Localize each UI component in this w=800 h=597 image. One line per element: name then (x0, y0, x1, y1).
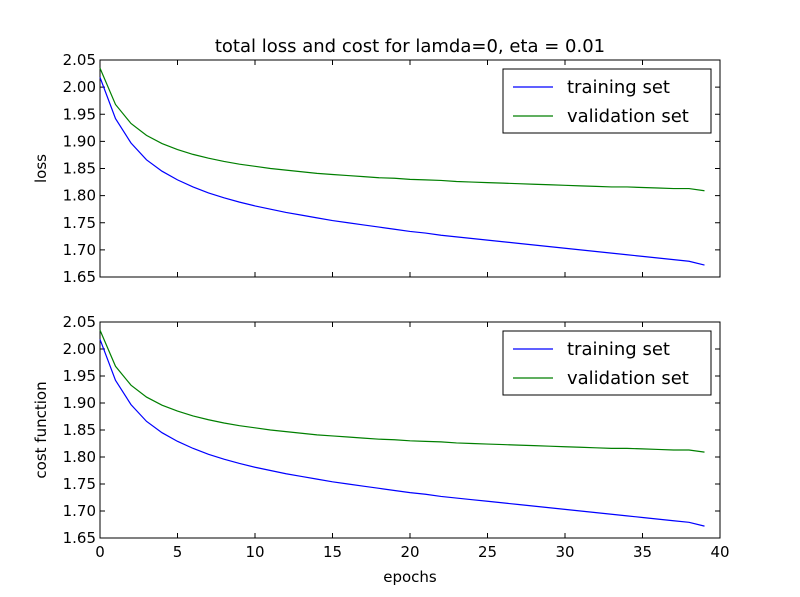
y-tick-label: 1.95 (63, 367, 96, 385)
series-line-training-set (99, 339, 705, 527)
y-tick-label: 1.75 (63, 214, 96, 232)
y-axis-label: loss (32, 154, 50, 183)
y-tick-label: 1.70 (63, 241, 96, 259)
legend-label: validation set (567, 368, 689, 389)
legend-label: training set (567, 339, 670, 360)
y-tick-label: 1.95 (63, 105, 96, 123)
legend-box (502, 330, 712, 396)
y-tick-label: 1.65 (63, 529, 96, 547)
x-tick-label: 30 (555, 543, 574, 561)
y-tick-label: 2.05 (63, 51, 96, 69)
y-tick-label: 1.80 (63, 448, 96, 466)
series-line-validation-set (99, 329, 705, 453)
y-tick-label: 2.00 (63, 78, 96, 96)
y-tick-label: 1.80 (63, 187, 96, 205)
x-tick-label: 40 (710, 543, 729, 561)
cost-function-subplot: 2.05 2.00 1.95 1.90 1.85 1.80 1.75 1.70 1.650 5 10… (32, 313, 730, 586)
x-tick-label: 25 (478, 543, 497, 561)
x-tick-label: 10 (245, 543, 264, 561)
x-axis-label: epochs (383, 568, 437, 586)
x-tick-label: 20 (400, 543, 419, 561)
x-tick-label: 15 (323, 543, 342, 561)
series-line-validation-set (99, 67, 705, 192)
y-tick-label: 1.90 (63, 132, 96, 150)
y-tick-label: 1.85 (63, 160, 96, 178)
legend: training set validation set (502, 68, 712, 134)
series-line-training-set (99, 77, 705, 266)
y-tick-label: 1.75 (63, 475, 96, 493)
legend-label: training set (567, 77, 670, 98)
legend-box (502, 68, 712, 134)
x-tick-label: 0 (95, 543, 105, 561)
x-tick-label: 5 (173, 543, 183, 561)
chart-title: total loss and cost for lamda=0, eta = 0… (215, 36, 605, 57)
legend-label: validation set (567, 106, 689, 127)
y-tick-label: 1.65 (63, 268, 96, 286)
y-tick-label: 1.70 (63, 502, 96, 520)
y-tick-label: 2.05 (63, 313, 96, 331)
y-tick-label: 2.00 (63, 340, 96, 358)
y-tick-label: 1.90 (63, 394, 96, 412)
loss-subplot: 2.05 2.00 1.95 1.90 1.85 1.80 1.75 1.70 1.65 loss… (32, 51, 721, 286)
y-tick-label: 1.85 (63, 421, 96, 439)
x-tick-label: 35 (633, 543, 652, 561)
y-axis-label: cost function (32, 381, 50, 478)
legend: training set validation set (502, 330, 712, 396)
